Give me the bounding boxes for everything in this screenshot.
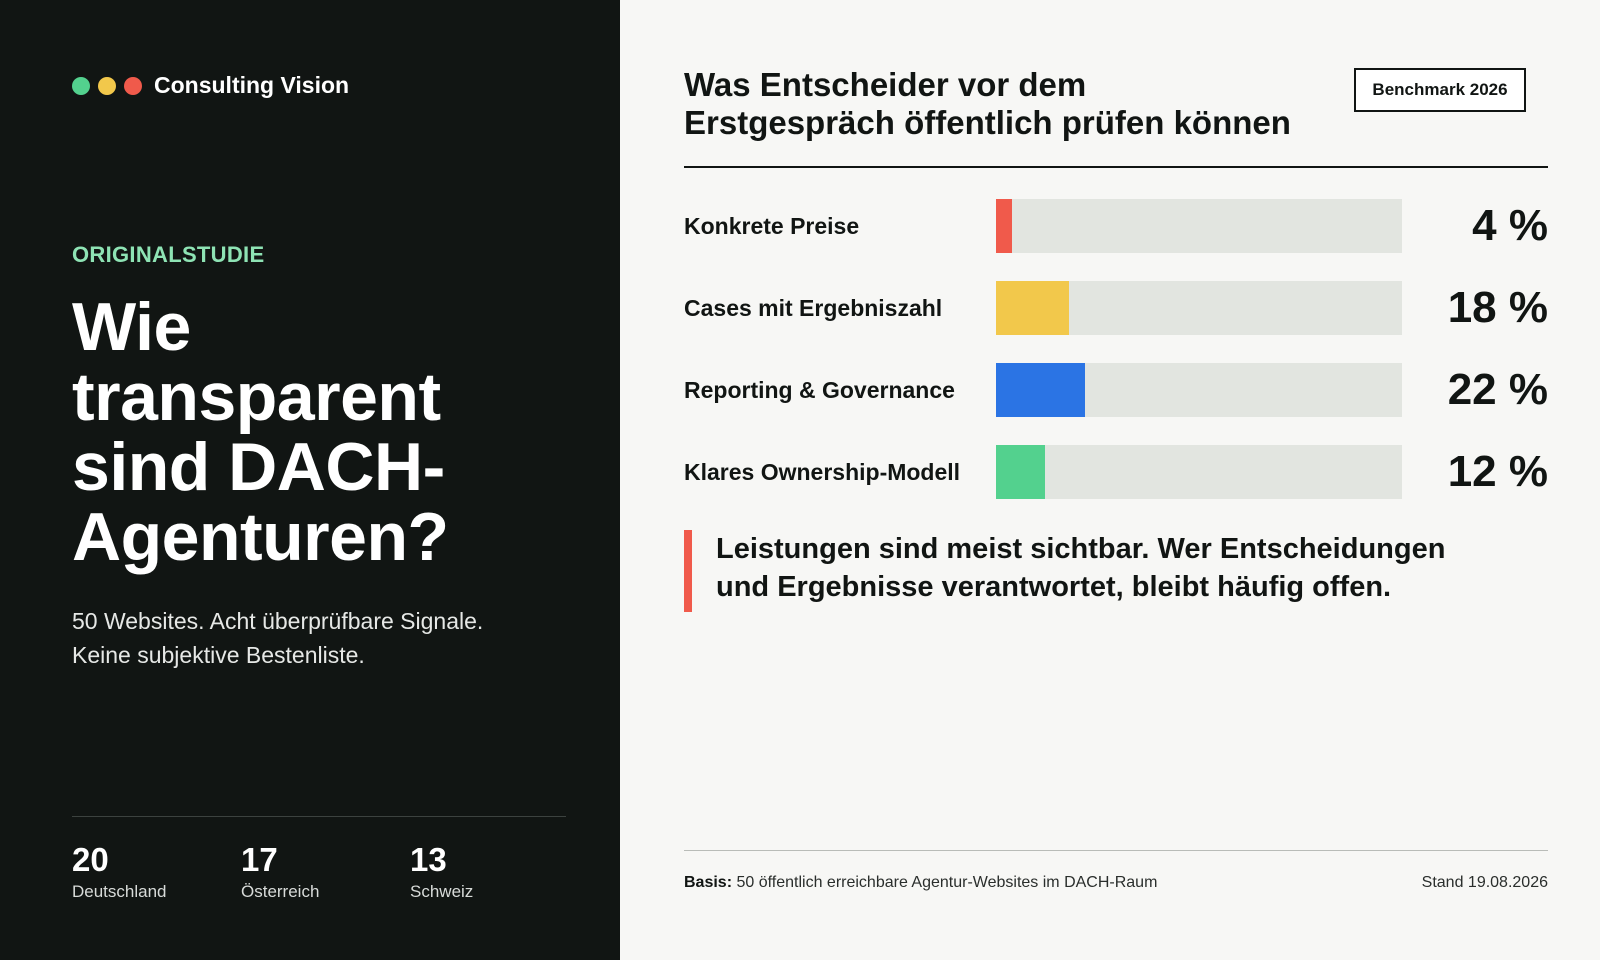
title-rule <box>684 166 1548 168</box>
brand: Consulting Vision <box>72 72 349 99</box>
stats-divider <box>72 816 566 817</box>
chart-title-line: Was Entscheider vor dem <box>684 66 1087 103</box>
bar-label: Konkrete Preise <box>684 213 860 239</box>
subline-line: 50 Websites. Acht überprüfbare Signale. <box>72 608 484 634</box>
bar-fill <box>996 363 1086 417</box>
stat-value: 20 <box>72 841 109 878</box>
bar-value-label: 4 % <box>1472 201 1548 250</box>
bar-label: Cases mit Ergebniszahl <box>684 295 943 321</box>
key-finding: Leistungen sind meist sichtbar. Wer Ents… <box>684 530 1504 612</box>
stat-label: Österreich <box>241 882 320 901</box>
bar-value-label: 12 % <box>1447 447 1548 496</box>
chart-title-line: Erstgespräch öffentlich prüfen können <box>684 104 1291 141</box>
bar-chart: Konkrete Preise 4 % Cases mit Ergebniszahl… <box>684 199 1548 527</box>
bar-track <box>996 281 1402 335</box>
country-stats: 20 Deutschland 17 Österreich 13 Schweiz <box>72 842 579 902</box>
bar-value-label: 18 % <box>1447 283 1548 332</box>
stat-label: Schweiz <box>410 882 474 901</box>
bar-label: Klares Ownership-Modell <box>684 459 961 485</box>
brand-dot-yellow-icon <box>98 76 116 95</box>
subline-line: Keine subjektive Bestenliste. <box>72 642 365 668</box>
stat-austria: 17 Österreich <box>241 842 410 902</box>
eyebrow-label: ORIGINALSTUDIE <box>72 242 265 267</box>
stat-germany: 20 Deutschland <box>72 842 241 902</box>
chart-panel: Was Entscheider vor dem Erstgespräch öff… <box>620 0 1600 960</box>
quote-line: Leistungen sind meist sichtbar. Wer Ents… <box>716 533 1446 565</box>
bar-row: Konkrete Preise 4 % <box>684 199 1548 253</box>
bar-row: Cases mit Ergebniszahl 18 % <box>684 281 1548 335</box>
bar-row: Klares Ownership-Modell 12 % <box>684 445 1548 499</box>
bar-fill <box>996 281 1070 335</box>
bar-track <box>996 363 1402 417</box>
quote-line: und Ergebnisse verantwortet, bleibt häuf… <box>716 571 1392 603</box>
basis-text: 50 öffentlich erreichbare Agentur-Websit… <box>736 874 1158 891</box>
headline-line: transparent <box>72 359 441 435</box>
footer-date: Stand 19.08.2026 <box>1421 874 1548 891</box>
brand-name: Consulting Vision <box>154 72 350 98</box>
benchmark-badge: Benchmark 2026 <box>1354 68 1526 112</box>
bar-fill <box>996 445 1045 499</box>
bar-value-label: 22 % <box>1447 365 1548 414</box>
headline: Wie transparent sind DACH- Agenturen? <box>72 292 552 572</box>
bar-fill <box>996 199 1013 253</box>
bar-row: Reporting & Governance 22 % <box>684 363 1548 417</box>
bar-track <box>996 199 1402 253</box>
footer-basis: Basis: 50 öffentlich erreichbare Agentur… <box>684 874 1157 892</box>
basis-label: Basis: <box>684 874 733 891</box>
bar-track <box>996 445 1402 499</box>
brand-dot-red-icon <box>124 76 142 95</box>
headline-line: sind DACH- <box>72 429 445 505</box>
chart-title: Was Entscheider vor dem Erstgespräch öff… <box>684 66 1324 142</box>
headline-line: Agenturen? <box>72 499 449 575</box>
stat-value: 13 <box>410 841 447 878</box>
stat-value: 17 <box>241 841 278 878</box>
subline: 50 Websites. Acht überprüfbare Signale. … <box>72 604 552 672</box>
footer-rule <box>684 850 1548 851</box>
headline-line: Wie <box>72 289 191 365</box>
quote-text: Leistungen sind meist sichtbar. Wer Ents… <box>716 530 1504 606</box>
stat-label: Deutschland <box>72 882 167 901</box>
brand-dot-green-icon <box>72 76 90 95</box>
intro-panel: Consulting Vision ORIGINALSTUDIE Wie tra… <box>0 0 620 960</box>
quote-accent-bar <box>684 530 692 612</box>
stat-switzerland: 13 Schweiz <box>410 842 579 902</box>
bar-label: Reporting & Governance <box>684 377 955 403</box>
